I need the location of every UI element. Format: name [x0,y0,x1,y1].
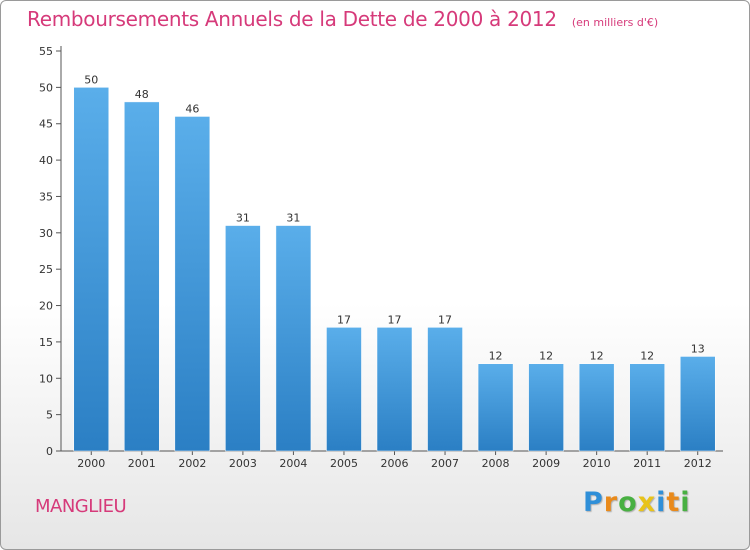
x-tick-label-2009: 2009 [532,457,560,470]
bar-value-label-2002: 46 [185,102,199,115]
y-tick-label: 50 [39,81,53,94]
bar-2010 [578,363,615,452]
brand-logo: Proxiti [583,487,691,518]
x-tick-label-2003: 2003 [229,457,257,470]
y-tick-label: 40 [39,154,53,167]
bar-value-label-2008: 12 [489,350,503,363]
x-tick-label-2005: 2005 [330,457,358,470]
x-tick-label-2008: 2008 [482,457,510,470]
y-tick-label: 30 [39,227,53,240]
bar-value-label-2001: 48 [135,88,149,101]
brand-logo-letter: i [656,487,667,518]
bar-2011 [629,363,665,452]
bar-2000 [73,87,110,452]
x-tick-label-2007: 2007 [431,457,459,470]
x-tick-label-2004: 2004 [279,457,307,470]
y-tick-label: 55 [39,45,53,58]
bar-value-label-2000: 50 [84,73,98,86]
bar-value-label-2007: 17 [438,313,452,326]
x-tick-label-2012: 2012 [684,457,712,470]
bar-value-label-2012: 13 [691,342,705,355]
brand-logo-letter: r [603,487,619,518]
brand-logo-letter: i [680,487,691,518]
bar-2008 [477,363,514,452]
x-tick-label-2006: 2006 [381,457,409,470]
bar-value-label-2010: 12 [590,350,604,363]
y-tick-label: 45 [39,118,53,131]
bar-2004 [275,225,312,452]
bar-2006 [376,327,413,452]
y-tick-label: 35 [39,190,53,203]
bar-2001 [124,101,160,452]
title-row: Remboursements Annuels de la Dette de 20… [27,7,658,31]
x-tick-label-2001: 2001 [128,457,156,470]
y-tick-label: 10 [39,372,53,385]
bar-2007 [427,327,463,452]
x-tick-label-2000: 2000 [77,457,105,470]
bar-value-label-2003: 31 [236,212,250,225]
bar-value-label-2011: 12 [640,350,654,363]
y-tick-label: 0 [46,445,53,458]
y-tick-label: 20 [39,300,53,313]
x-tick-label-2011: 2011 [633,457,661,470]
bar-value-label-2009: 12 [539,350,553,363]
bar-value-label-2006: 17 [388,313,402,326]
brand-logo-letter: x [637,487,657,518]
bar-value-label-2005: 17 [337,313,351,326]
bar-2002 [174,116,211,452]
y-tick-label: 25 [39,263,53,276]
bar-value-label-2004: 31 [286,212,300,225]
x-tick-label-2002: 2002 [178,457,206,470]
brand-logo-letter: t [666,487,681,518]
brand-logo-letter: P [583,487,604,518]
brand-logo-letter: o [618,487,638,518]
bar-2009 [528,363,564,452]
y-tick-label: 5 [46,409,53,422]
bar-2012 [679,356,716,452]
bar-2005 [326,327,362,452]
bar-2003 [225,225,261,452]
chart-title: Remboursements Annuels de la Dette de 20… [27,7,557,31]
town-name: MANGLIEU [35,496,127,517]
y-tick-label: 15 [39,336,53,349]
x-tick-label-2010: 2010 [583,457,611,470]
chart-unit-label: (en milliers d'€) [571,16,659,29]
